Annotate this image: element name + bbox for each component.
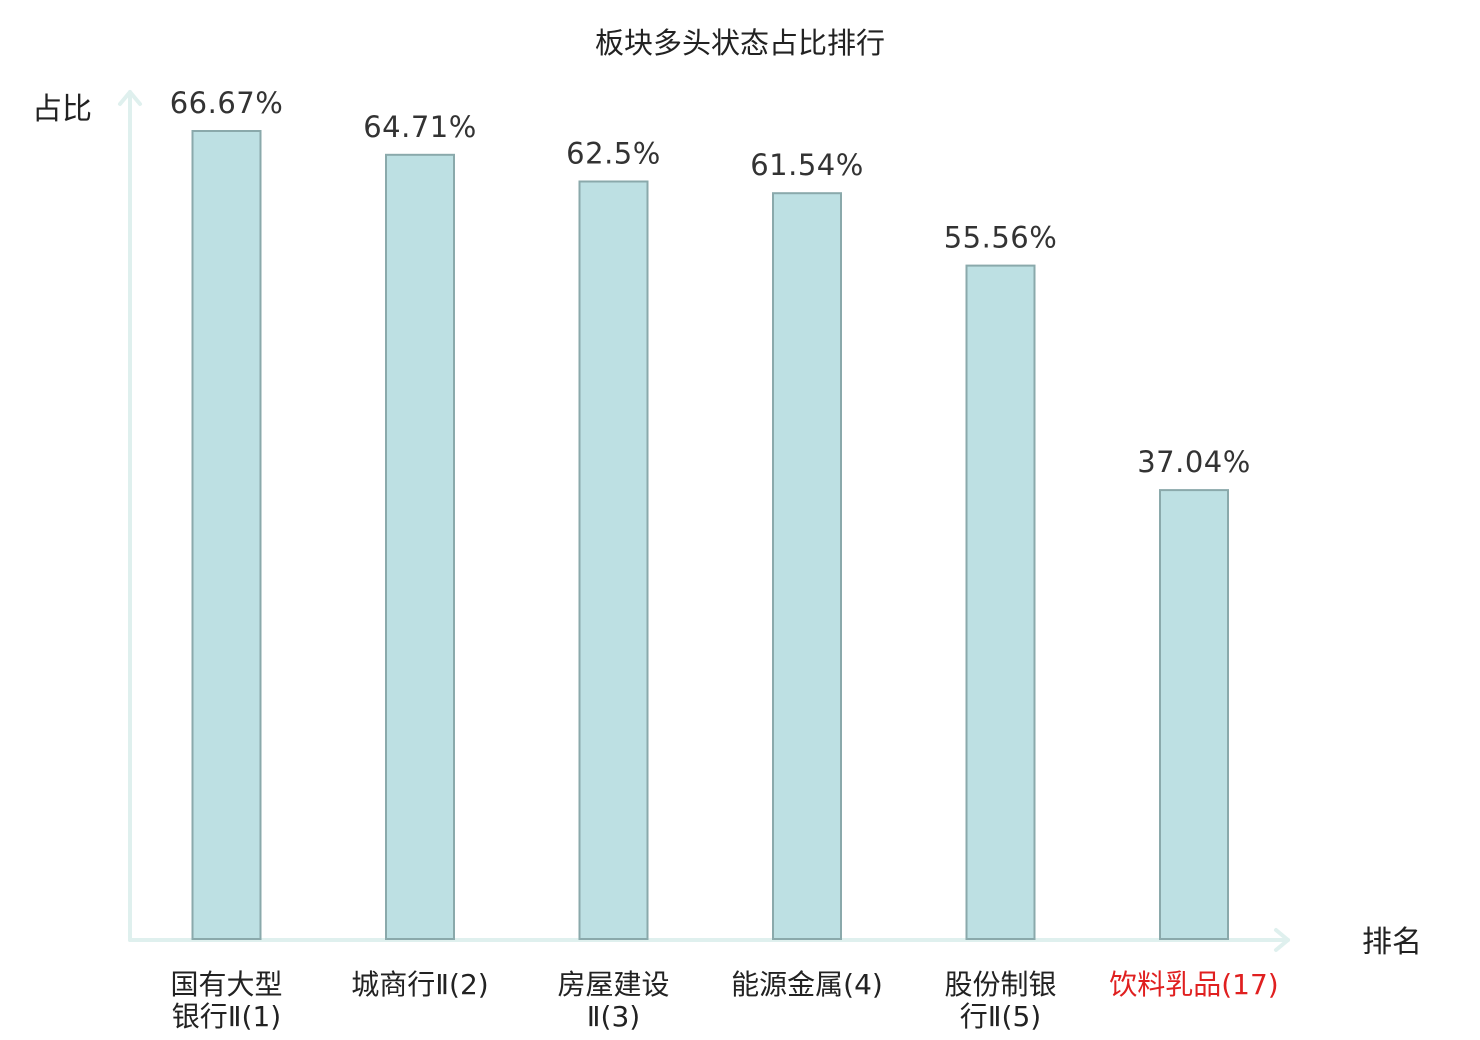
bar — [191, 130, 262, 940]
x-tick-label-line: 能源金属(4) — [731, 968, 883, 1001]
x-tick-label-line: 行Ⅱ(5) — [960, 1000, 1041, 1033]
bar — [965, 264, 1036, 941]
x-tick-label-line: 股份制银 — [944, 968, 1056, 1001]
value-label: 62.5% — [566, 137, 661, 171]
x-tick-label-line: 银行Ⅱ(1) — [172, 1000, 281, 1033]
category-labels-group: 国有大型银行Ⅱ(1) 城商行Ⅱ(2) 房屋建设 Ⅱ(3) 能源金属(4) 股份制银行Ⅱ(5… — [170, 968, 1278, 1033]
bar — [772, 192, 842, 940]
bar — [578, 180, 649, 940]
x-axis — [128, 928, 1290, 952]
y-axis-label: 占比 — [32, 92, 92, 127]
value-label: 61.54% — [750, 148, 864, 182]
x-tick-label: 股份制银行Ⅱ(5) — [944, 968, 1056, 1033]
value-label: 64.71% — [363, 110, 477, 144]
x-axis-arrow — [1274, 928, 1290, 952]
x-tick-label-line: 国有大型 — [170, 968, 282, 1001]
value-label: 55.56% — [944, 221, 1058, 255]
x-tick-label-line: 饮料乳品(17) — [1109, 968, 1278, 1001]
x-tick-label: 国有大型银行Ⅱ(1) — [170, 968, 282, 1033]
x-tick-label: 能源金属(4) — [731, 968, 883, 1001]
value-label: 37.04% — [1137, 445, 1251, 479]
x-tick-label-line: Ⅱ(3) — [587, 1000, 640, 1033]
bar — [385, 153, 455, 941]
x-tick-label: 城商行Ⅱ(2) — [351, 968, 488, 1001]
x-tick-label-line: 城商行Ⅱ(2) — [351, 968, 488, 1001]
y-axis-arrow — [118, 90, 142, 106]
x-tick-label: 饮料乳品(17) — [1109, 968, 1278, 1001]
x-axis-label: 排名 — [1362, 925, 1422, 960]
bar — [1159, 489, 1229, 940]
bars-group — [191, 130, 1229, 941]
x-tick-label: 房屋建设 Ⅱ(3) — [557, 968, 669, 1033]
x-tick-label-line: 房屋建设 — [557, 968, 669, 1001]
value-labels-group: 66.67% 64.71% 62.5% 61.54% 55.56% 37.04% — [170, 86, 1251, 479]
y-axis — [118, 90, 142, 942]
chart-title: 板块多头状态占比排行 — [595, 26, 885, 60]
value-label: 66.67% — [170, 86, 284, 120]
